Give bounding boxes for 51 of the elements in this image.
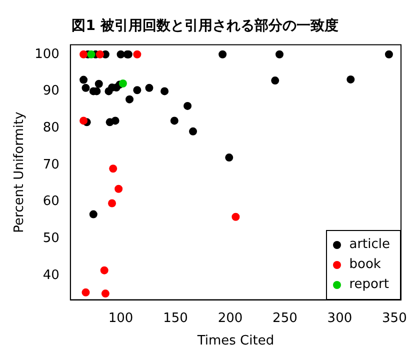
- point: [94, 80, 103, 88]
- y-tick-label: 100: [34, 46, 60, 62]
- legend-label: article: [349, 237, 390, 252]
- point: [145, 84, 154, 92]
- point: [133, 50, 142, 58]
- point: [133, 86, 142, 94]
- legend-label: book: [349, 257, 381, 272]
- x-axis-title: Times Cited: [196, 334, 274, 349]
- x-tick-label: 250: [272, 310, 298, 326]
- point: [189, 127, 198, 136]
- point: [118, 79, 127, 88]
- point: [80, 50, 88, 58]
- point: [87, 50, 96, 58]
- x-tick-label: 300: [327, 310, 352, 326]
- point: [80, 116, 88, 125]
- point: [126, 95, 134, 104]
- point: [82, 288, 90, 296]
- point: [82, 84, 90, 92]
- point: [114, 184, 123, 193]
- y-tick-label: 80: [42, 120, 60, 136]
- point: [184, 102, 192, 110]
- x-tick-label: 150: [163, 310, 188, 326]
- y-tick-label: 50: [42, 231, 60, 246]
- point: [108, 199, 116, 208]
- point: [232, 212, 240, 221]
- y-tick-label: 90: [42, 84, 60, 99]
- y-tick-label: 40: [42, 268, 60, 283]
- point: [100, 266, 108, 274]
- point: [96, 50, 104, 58]
- point: [160, 87, 169, 96]
- point: [109, 164, 118, 173]
- point: [80, 76, 88, 84]
- point: [111, 116, 120, 125]
- legend-label: report: [349, 277, 389, 292]
- point: [346, 75, 355, 84]
- y-tick-label: 60: [42, 194, 60, 210]
- x-tick-label: 100: [108, 310, 134, 326]
- point: [275, 50, 284, 58]
- y-axis-title: Percent Uniformity: [12, 111, 28, 233]
- point: [271, 76, 280, 85]
- y-tick-label: 70: [42, 157, 60, 172]
- x-tick-label: 350: [382, 310, 407, 326]
- point: [384, 50, 393, 58]
- point: [170, 116, 178, 125]
- chart-title: 図1 被引用回数と引用される部分の一致度: [72, 17, 338, 34]
- point: [89, 210, 98, 218]
- point: [116, 50, 125, 58]
- point: [225, 154, 234, 162]
- point: [218, 50, 227, 58]
- x-tick-label: 200: [218, 310, 243, 326]
- point: [101, 290, 110, 298]
